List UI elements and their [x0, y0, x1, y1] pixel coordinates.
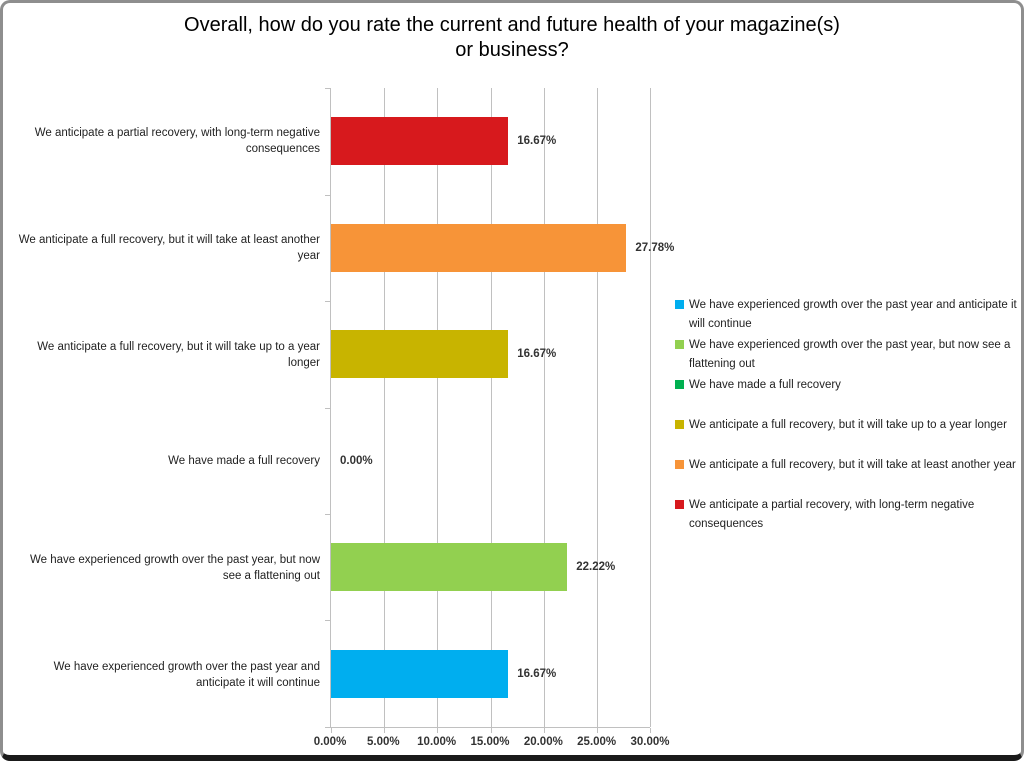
legend-item: We anticipate a partial recovery, with l… — [675, 496, 1021, 536]
legend-item-label: We anticipate a full recovery, but it wi… — [689, 459, 1016, 471]
legend-swatch-icon — [675, 300, 684, 309]
legend-item-label: We have experienced growth over the past… — [689, 299, 1017, 330]
x-axis-tick-label: 10.00% — [417, 736, 457, 748]
legend-swatch-icon — [675, 460, 684, 469]
category-tick — [325, 194, 330, 196]
category-tick — [325, 88, 330, 89]
x-axis-tick — [331, 728, 332, 733]
bar-value-label: 16.67% — [517, 135, 557, 148]
chart-title-line-1: Overall, how do you rate the current and… — [184, 14, 840, 36]
legend-swatch-icon — [675, 420, 684, 429]
gridline — [650, 88, 651, 727]
bar-value-label: 16.67% — [517, 667, 557, 680]
legend-item: We have experienced growth over the past… — [675, 296, 1021, 336]
gridline — [384, 88, 386, 727]
legend-item: We anticipate a full recovery, but it wi… — [675, 456, 1021, 496]
x-axis-tick — [384, 728, 386, 733]
chart-title-line-2: or business? — [455, 39, 569, 61]
legend-item: We have made a full recovery — [675, 376, 1021, 416]
x-axis: 0.00% 5.00% 10.00% 15.00% 20.00% 25.00% … — [314, 736, 670, 752]
category-tick — [325, 514, 330, 515]
x-axis-tick — [650, 728, 651, 733]
gridline — [490, 88, 492, 727]
bar-growth-continue — [331, 649, 509, 698]
plot-area: 16.67% 27.78% 16.67% 0.00% 22.22% 16.67% — [325, 88, 674, 733]
legend-item-label: We have experienced growth over the past… — [689, 339, 1011, 370]
bar-row: 22.22% — [331, 514, 650, 621]
bar-growth-flattening — [331, 543, 568, 592]
bar-partial-recovery — [331, 117, 509, 166]
category-label: We have experienced growth over the past… — [53, 660, 320, 689]
legend-item-label: We anticipate a full recovery, but it wi… — [689, 419, 1007, 431]
category-tick — [325, 727, 330, 728]
category-label: We anticipate a partial recovery, with l… — [34, 127, 320, 156]
category-label: We anticipate a full recovery, but it wi… — [18, 234, 320, 263]
category-tick — [325, 620, 330, 622]
bar-row: 16.67% — [331, 88, 650, 195]
gridline — [437, 88, 439, 727]
category-tick — [325, 407, 330, 409]
x-axis-tick-label: 30.00% — [630, 736, 670, 748]
category-label: We anticipate a full recovery, but it wi… — [37, 340, 320, 369]
category-label: We have made a full recovery — [168, 455, 320, 468]
legend-item-label: We anticipate a partial recovery, with l… — [689, 499, 975, 530]
bar-value-label: 16.67% — [517, 348, 557, 361]
x-axis-tick — [490, 728, 492, 733]
bar-row: 16.67% — [331, 620, 650, 727]
bar-value-label: 22.22% — [576, 561, 616, 574]
x-axis-tick-label: 0.00% — [313, 736, 347, 748]
legend-item: We anticipate a full recovery, but it wi… — [675, 416, 1021, 456]
x-axis-tick-label: 25.00% — [577, 736, 617, 748]
x-axis-tick-label: 15.00% — [470, 736, 510, 748]
gridline — [596, 88, 598, 727]
bar-full-recovery-up-to-year — [331, 330, 509, 379]
legend-swatch-icon — [675, 380, 684, 389]
bar-row: 0.00% — [331, 408, 650, 515]
bar-full-recovery-at-least-year — [331, 223, 627, 272]
x-axis-tick-label: 20.00% — [523, 736, 563, 748]
x-axis-tick — [543, 728, 545, 733]
bar-row: 27.78% — [331, 195, 674, 302]
x-axis-tick — [437, 728, 439, 733]
legend-swatch-icon — [675, 340, 684, 349]
gridline — [543, 88, 545, 727]
bar-value-label: 27.78% — [635, 241, 675, 254]
bar-value-label: 0.00% — [340, 454, 373, 467]
x-axis-tick-label: 5.00% — [367, 736, 400, 748]
legend-item-label: We have made a full recovery — [689, 379, 841, 391]
category-tick — [325, 300, 330, 302]
chart-title: Overall, how do you rate the current and… — [3, 13, 1021, 63]
bar-row: 16.67% — [331, 301, 650, 408]
x-axis-tick — [596, 728, 598, 733]
legend-swatch-icon — [675, 500, 684, 509]
legend: We have experienced growth over the past… — [675, 296, 1021, 536]
category-label: We have experienced growth over the past… — [29, 554, 320, 583]
legend-item: We have experienced growth over the past… — [675, 336, 1021, 376]
